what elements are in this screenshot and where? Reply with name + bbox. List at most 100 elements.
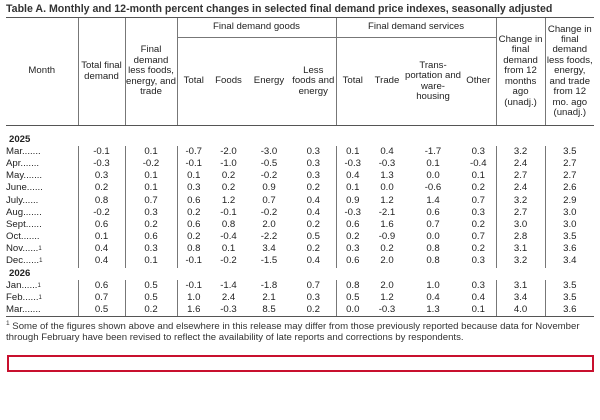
- cell-goods-foods: 0.1: [221, 243, 236, 255]
- header-services-group: Final demand services: [335, 17, 497, 38]
- cell-services-other: -0.4: [470, 157, 487, 169]
- cell-services-trade: -0.9: [378, 231, 396, 243]
- cell-services-other: 0.2: [471, 218, 485, 230]
- cell-change-12mo-less: 3.6: [544, 304, 595, 318]
- cell-services-transport: 0.1: [426, 157, 440, 169]
- cell-goods-foods: -0.4: [220, 231, 237, 243]
- cell-total-final-demand: 0.1: [77, 231, 125, 244]
- cell-goods-energy: -3.0: [260, 145, 278, 157]
- month-label: Feb.: [6, 292, 26, 304]
- cell-goods-energy: -0.2: [260, 170, 278, 182]
- cell-change-12mo-less: 3.5: [544, 291, 595, 305]
- footnote-text: Some of the figures shown above and else…: [6, 321, 580, 343]
- cell-services-total: 0.8: [335, 279, 369, 292]
- cell-goods-less: 0.2: [291, 304, 336, 318]
- cell-goods-energy: 2.0: [262, 218, 276, 230]
- month-label: Nov.: [6, 243, 26, 255]
- cell-goods-energy: -0.5: [260, 157, 278, 169]
- header-change-12mo-less: Change in final demand less foods, energ…: [544, 17, 595, 126]
- cell-goods-total: 0.2: [176, 231, 210, 244]
- cell-services-total: -0.3: [335, 206, 369, 219]
- cell-services-other: 0.7: [471, 194, 485, 206]
- table-row: Sept...... 0.6 0.2 0.6 0.8 2.0 0.2 0.6 1.6 0.7 0.2…: [6, 218, 595, 231]
- cell-fd-less: 0.3: [124, 206, 177, 219]
- cell-services-transport: 1.4: [426, 194, 440, 206]
- month-label: May.: [6, 170, 27, 182]
- leader-dots: .....: [24, 279, 38, 291]
- cell-goods-less: 0.3: [306, 292, 320, 304]
- cell-goods-foods: 2.4: [221, 292, 236, 304]
- footnote-mark: 1: [6, 320, 10, 328]
- leader-dots: .....: [29, 182, 43, 194]
- header-services-other: Other: [461, 37, 497, 126]
- cell-services-trade: -0.3: [369, 304, 405, 318]
- cell-services-total: 0.0: [335, 304, 369, 318]
- cell-goods-total: -0.1: [176, 255, 210, 268]
- leader-dots: ......: [24, 145, 41, 157]
- cell-goods-total: 1.6: [176, 304, 210, 318]
- cell-services-total: -0.3: [335, 157, 369, 171]
- cell-change-12mo: 2.7: [495, 170, 546, 183]
- cell-services-trade: 1.6: [380, 218, 394, 230]
- cell-goods-total: 0.8: [176, 243, 210, 256]
- cell-change-12mo-less: 3.0: [544, 218, 595, 231]
- table-title: Table A. Monthly and 12-month percent ch…: [6, 3, 553, 15]
- cell-services-total: 0.5: [335, 291, 369, 305]
- cell-services-trade: 0.0: [380, 182, 394, 194]
- cell-services-trade: 2.0: [380, 279, 394, 291]
- revision-footnote-mark: 1: [38, 295, 42, 302]
- cell-change-12mo: 3.1: [495, 243, 546, 256]
- month-cell: Oct.......: [6, 231, 78, 243]
- cell-goods-total: 1.0: [176, 291, 210, 305]
- month-cell: Jan......1: [6, 280, 78, 292]
- cell-services-other: 0.3: [471, 255, 485, 267]
- cell-goods-foods: -1.4: [220, 279, 237, 291]
- year-label-2025: 2025: [9, 134, 31, 146]
- cell-services-total: 0.1: [335, 145, 369, 158]
- cell-goods-less: 0.2: [306, 243, 320, 255]
- table-row: Oct....... 0.1 0.6 0.2 -0.4 -2.2 0.5 0.2 -0.9 0.0…: [6, 231, 595, 244]
- cell-services-other: 0.1: [461, 304, 497, 318]
- cell-goods-foods: 0.2: [221, 170, 236, 182]
- cell-services-other: 0.3: [471, 206, 485, 218]
- cell-total-final-demand: 0.8: [77, 194, 125, 207]
- cell-services-trade: 2.0: [380, 255, 394, 267]
- cell-goods-energy: 0.9: [262, 182, 276, 194]
- cell-services-other: 0.2: [471, 182, 485, 194]
- header-services-transport: Trans-portation and ware-housing: [405, 37, 461, 126]
- cell-goods-foods: 1.2: [221, 194, 236, 206]
- leader-dots: .....: [25, 243, 39, 255]
- cell-fd-less: 0.1: [124, 255, 177, 268]
- month-cell: Apr.......: [6, 158, 78, 170]
- header-services-trade: Trade: [369, 37, 405, 126]
- table-row: July...... 0.8 0.7 0.6 1.2 0.7 0.4 0.9 1.2 1.4 0.7…: [6, 194, 595, 207]
- cell-services-total: 0.9: [335, 194, 369, 207]
- cell-goods-total: 0.6: [176, 194, 210, 207]
- table-row: Aug....... -0.2 0.3 0.2 -0.1 -0.2 0.4 -0.3 -2.1 0…: [6, 206, 595, 219]
- leader-dots: .....: [25, 194, 39, 206]
- cell-services-transport: 0.6: [426, 206, 440, 218]
- month-cell: Mar.......: [6, 304, 78, 318]
- cell-change-12mo: 3.2: [495, 194, 546, 207]
- leader-dots: ......: [25, 206, 42, 218]
- leader-dots: .....: [25, 255, 40, 267]
- cell-fd-less: 0.7: [124, 194, 177, 207]
- cell-total-final-demand: 0.3: [77, 170, 125, 183]
- cell-services-trade: -0.3: [378, 157, 396, 169]
- header-goods-total: Total: [176, 37, 210, 126]
- cell-goods-energy: -0.2: [260, 206, 278, 218]
- cell-services-transport: -0.6: [424, 182, 442, 194]
- month-cell: Sept......: [6, 219, 78, 231]
- month-label: June.: [6, 182, 30, 194]
- revision-footnote-mark: 1: [37, 282, 41, 289]
- table-row: Dec......1 0.4 0.1 -0.1 -0.2 -1.5 0.4 0.6 2.0 0.8…: [6, 255, 595, 268]
- header-month: Month: [6, 17, 78, 126]
- cell-goods-energy: 3.4: [262, 243, 276, 255]
- cell-services-trade: 0.4: [380, 145, 394, 157]
- price-index-table: Month Total final demand Final demand le…: [6, 17, 595, 318]
- month-label: Oct.: [6, 231, 24, 243]
- cell-total-final-demand: 0.7: [77, 291, 125, 305]
- cell-change-12mo-less: 2.7: [544, 170, 595, 183]
- cell-fd-less: 0.1: [124, 145, 177, 158]
- cell-services-other: 0.4: [471, 292, 485, 304]
